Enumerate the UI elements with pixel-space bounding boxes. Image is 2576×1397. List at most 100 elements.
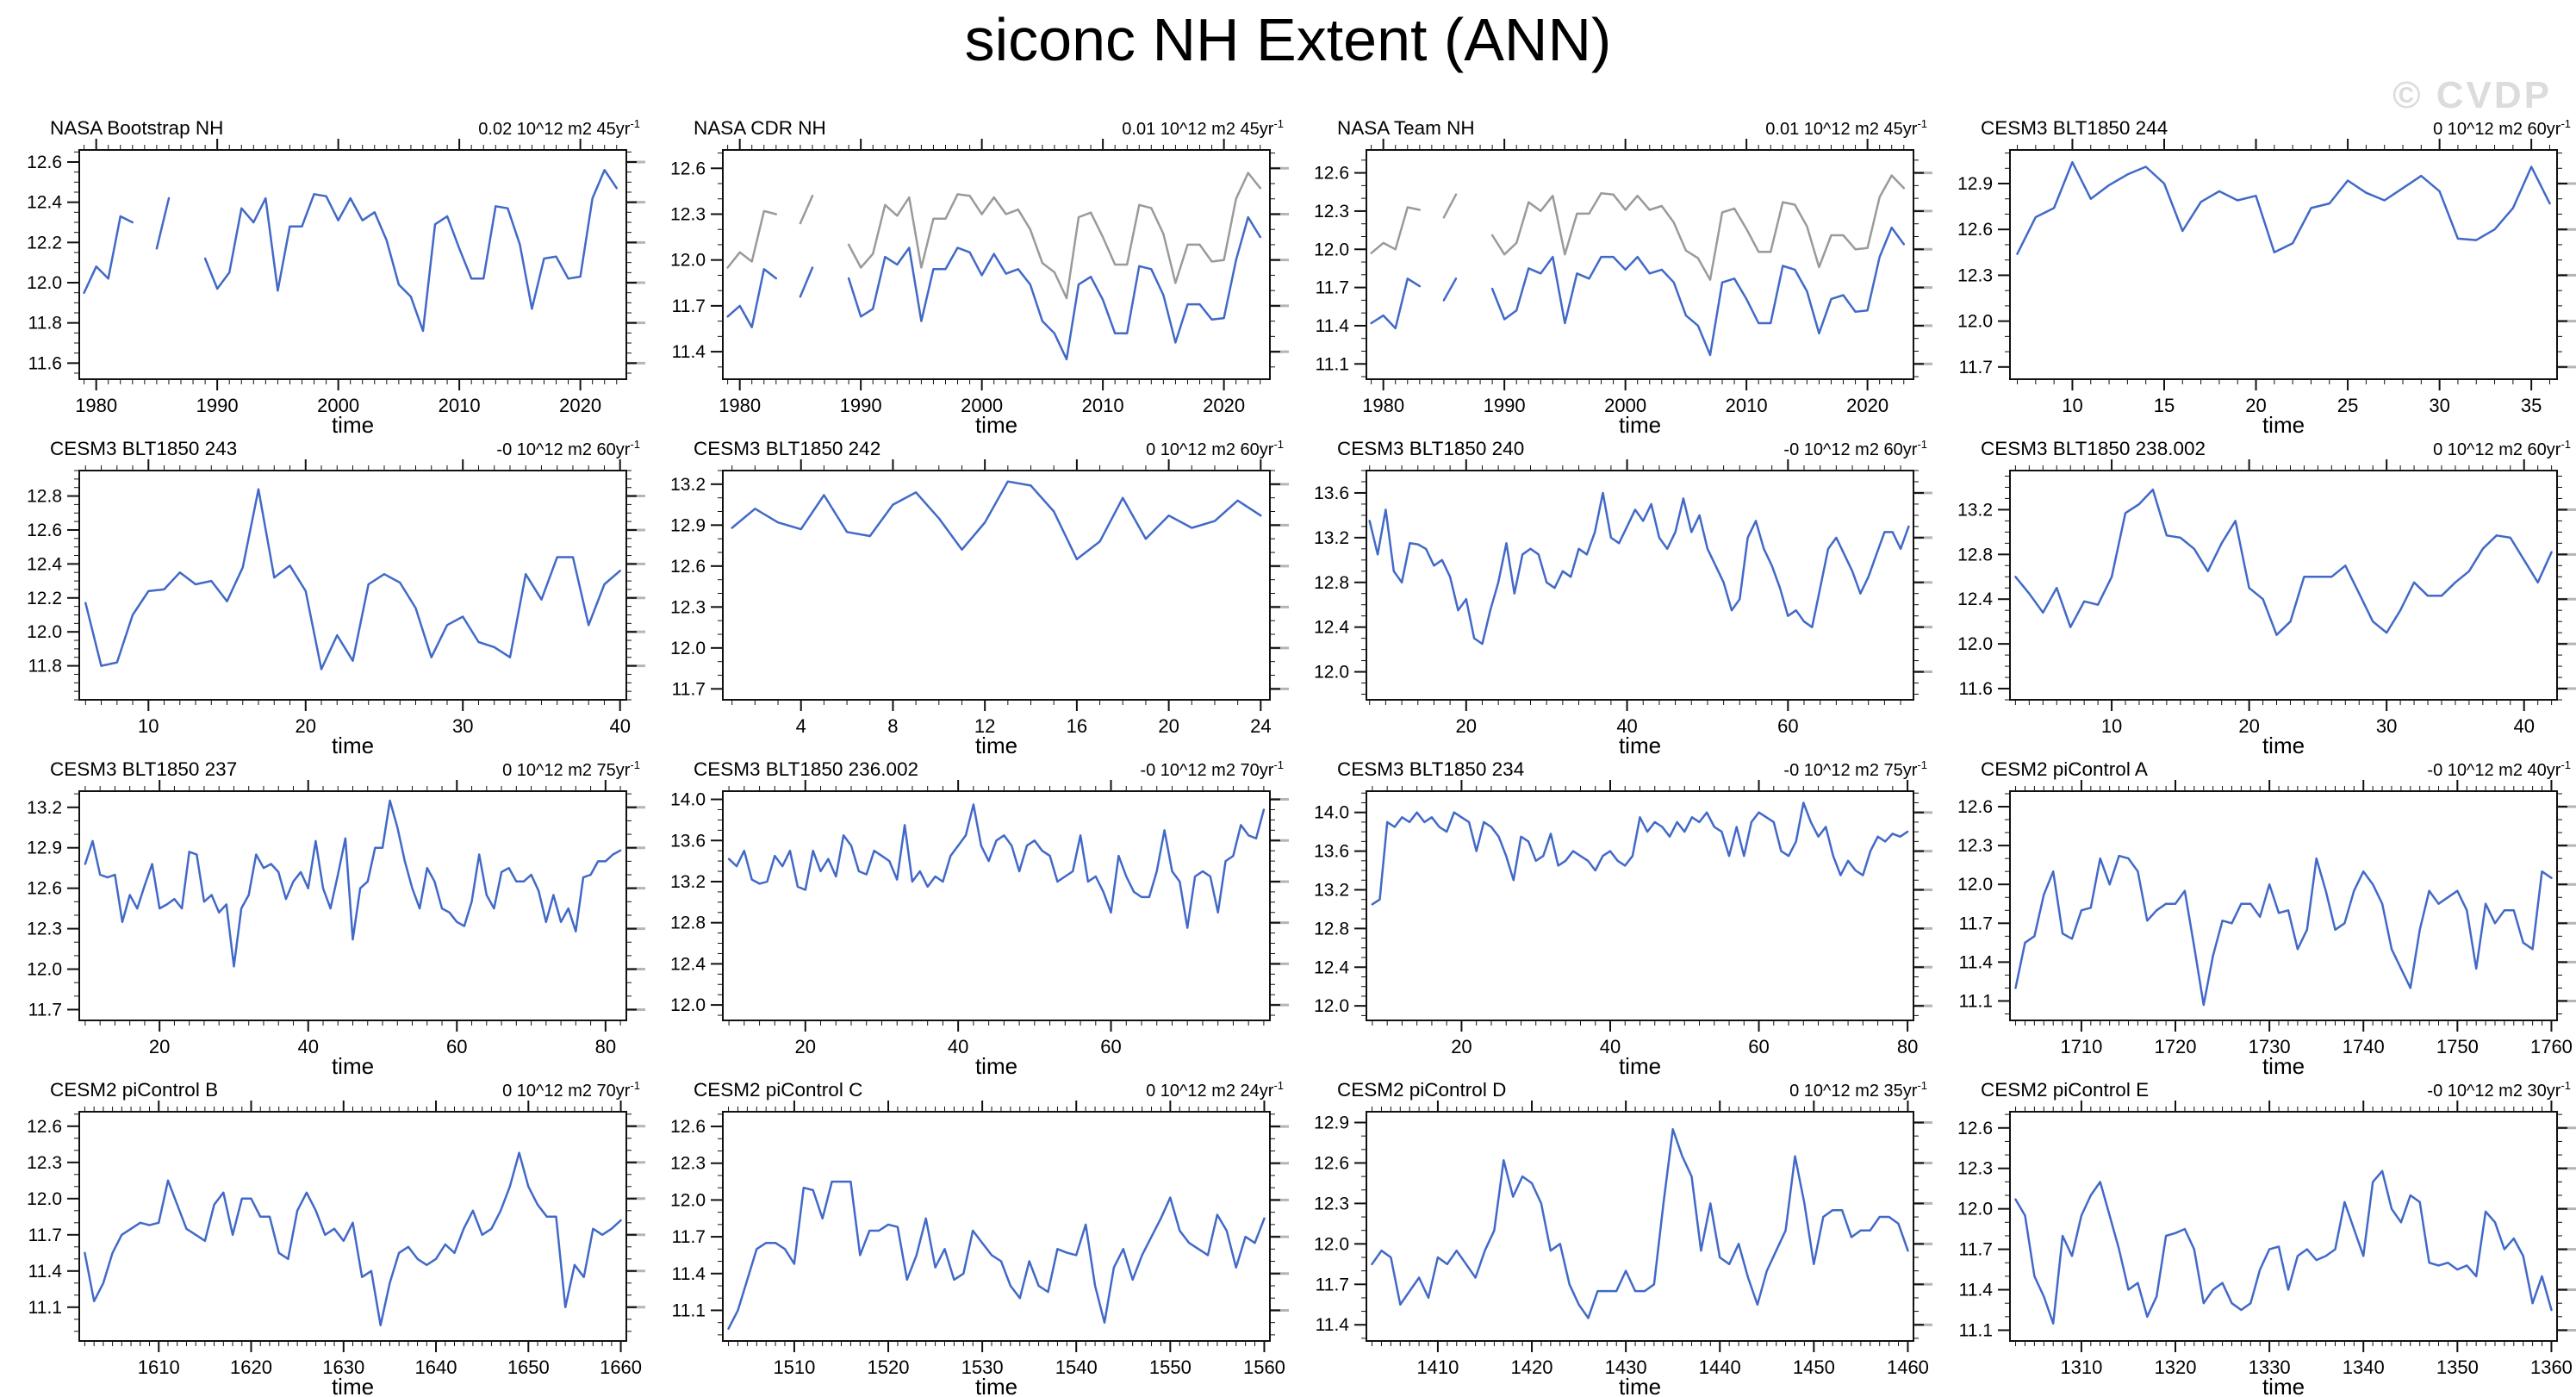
plot-frame	[722, 470, 1271, 701]
x-tick-label: 1510	[773, 1356, 815, 1378]
trend-annotation: 0 10^12 m2 75yr-1	[502, 758, 640, 780]
panel-title: NASA CDR NH	[694, 117, 826, 139]
y-tick-label: 11.7	[28, 1225, 62, 1245]
y-tick-label: 13.6	[1314, 842, 1349, 862]
y-tick-label: 12.2	[27, 589, 62, 608]
x-tick-label: 30	[2376, 715, 2397, 737]
trend-annotation: -0 10^12 m2 60yr-1	[1783, 438, 1927, 459]
x-tick-label: 1310	[2060, 1356, 2102, 1378]
x-tick-label: 1980	[75, 395, 117, 416]
x-tick-label: 1990	[840, 395, 882, 416]
plot-frame	[1366, 790, 1914, 1021]
x-tick-label: 1550	[1149, 1356, 1192, 1378]
y-tick-label: 12.8	[1314, 919, 1349, 939]
panel-title: NASA Bootstrap NH	[50, 117, 223, 139]
x-tick-label: 40	[948, 1036, 968, 1057]
axis-ticks	[67, 459, 645, 711]
y-tick-label: 11.4	[28, 1262, 63, 1282]
y-tick-label: 12.8	[1957, 545, 1993, 564]
x-tick-label: 1350	[2436, 1356, 2479, 1378]
y-tick-label: 11.7	[1959, 914, 1993, 933]
axis-ticks	[1354, 780, 1932, 1032]
panel-title: CESM2 piControl C	[694, 1079, 862, 1101]
x-axis-label: time	[975, 1374, 1017, 1397]
x-axis-label: time	[2262, 1374, 2305, 1397]
y-tick-label: 12.9	[670, 515, 706, 535]
x-tick-label: 25	[2337, 395, 2358, 416]
x-tick-label: 40	[1616, 715, 1637, 737]
trend-annotation: 0 10^12 m2 60yr-1	[2433, 438, 2571, 459]
x-tick-label: 20	[795, 1036, 816, 1057]
y-tick-label: 12.0	[670, 995, 706, 1015]
y-tick-label: 11.1	[28, 1298, 62, 1318]
y-tick-label: 12.6	[27, 153, 62, 172]
y-tick-label: 12.9	[1957, 174, 1993, 194]
panel-cesm2-picontrol-d: CESM2 piControl D 0 10^12 m2 35yr-1 1410 14…	[1314, 1079, 1932, 1397]
x-tick-label: 16	[1067, 715, 1087, 737]
y-tick-label: 12.6	[1314, 1153, 1349, 1173]
plot-frame	[1366, 470, 1914, 701]
panel-cesm3-blt1850-237: CESM3 BLT1850 237 0 10^12 m2 75yr-1 20 40 60…	[27, 758, 645, 1079]
y-tick-label: 12.0	[1957, 312, 1993, 332]
y-tick-label: 12.8	[670, 914, 706, 933]
x-tick-label: 1330	[2249, 1356, 2291, 1378]
y-tick-label: 11.1	[1959, 1320, 1993, 1340]
trend-annotation: 0 10^12 m2 24yr-1	[1146, 1079, 1284, 1101]
plot-frame	[2009, 149, 2558, 380]
trend-annotation: 0 10^12 m2 60yr-1	[1146, 438, 1284, 459]
x-tick-label: 30	[452, 715, 473, 737]
axis-ticks	[1998, 459, 2576, 711]
y-tick-label: 13.2	[27, 798, 62, 818]
y-tick-label: 12.4	[27, 193, 62, 213]
axis-ticks	[711, 1101, 1289, 1352]
x-tick-label: 20	[1451, 1036, 1472, 1057]
x-axis-label: time	[1619, 412, 1661, 438]
trend-annotation: 0.01 10^12 m2 45yr-1	[1122, 117, 1284, 139]
x-tick-label: 1980	[719, 395, 761, 416]
trend-annotation: -0 10^12 m2 75yr-1	[1783, 758, 1927, 780]
panel-cesm3-blt1850-238-002: CESM3 BLT1850 238.002 0 10^12 m2 60yr-1 10…	[1957, 438, 2576, 758]
x-tick-label: 30	[2429, 395, 2449, 416]
panel-cesm2-picontrol-e: CESM2 piControl E -0 10^12 m2 30yr-1 1310 1…	[1957, 1079, 2576, 1397]
x-axis-label: time	[975, 733, 1017, 758]
panel-cesm2-picontrol-b: CESM2 piControl B 0 10^12 m2 70yr-1 1610 16…	[27, 1079, 645, 1397]
x-tick-label: 2020	[559, 395, 601, 416]
plot-frame	[722, 149, 1271, 380]
y-tick-label: 11.1	[1959, 991, 1993, 1011]
panel-cesm3-blt1850-242: CESM3 BLT1850 242 0 10^12 m2 60yr-1 4 8 12 16…	[670, 438, 1289, 758]
x-tick-label: 10	[138, 715, 159, 737]
x-tick-label: 40	[1600, 1036, 1621, 1057]
x-tick-label: 1990	[196, 395, 239, 416]
reference-overlay-line	[726, 172, 1262, 300]
y-tick-label: 12.0	[670, 251, 706, 271]
x-tick-label: 20	[149, 1036, 170, 1057]
y-tick-label: 12.3	[1957, 836, 1993, 856]
page-title: siconc NH Extent (ANN)	[964, 6, 1612, 73]
y-tick-label: 12.4	[27, 554, 62, 574]
x-tick-label: 1530	[961, 1356, 1004, 1378]
y-tick-label: 12.4	[1314, 618, 1349, 638]
panel-cesm3-blt1850-240: CESM3 BLT1850 240 -0 10^12 m2 60yr-1 20 40 6…	[1314, 438, 1932, 758]
x-tick-label: 1620	[230, 1356, 272, 1378]
y-tick-label: 13.6	[1314, 483, 1349, 503]
axis-ticks	[1354, 1101, 1932, 1352]
x-tick-label: 2000	[317, 395, 359, 416]
x-tick-label: 60	[1748, 1036, 1769, 1057]
panel-title: CESM3 BLT1850 234	[1337, 758, 1524, 780]
x-tick-label: 1990	[1484, 395, 1526, 416]
y-tick-label: 12.0	[27, 960, 62, 980]
x-tick-label: 1740	[2343, 1036, 2385, 1057]
primary-series-line	[84, 799, 622, 968]
y-tick-label: 11.4	[1316, 316, 1350, 336]
x-tick-label: 1540	[1055, 1356, 1098, 1378]
y-tick-label: 12.6	[27, 521, 62, 540]
reference-overlay-line	[1370, 174, 1906, 281]
x-tick-label: 1650	[507, 1356, 550, 1378]
x-tick-label: 2000	[961, 395, 1003, 416]
x-tick-label: 60	[1100, 1036, 1121, 1057]
y-tick-label: 12.0	[1957, 634, 1993, 654]
y-tick-label: 13.2	[1957, 500, 1993, 520]
y-tick-label: 12.3	[670, 1154, 706, 1174]
y-tick-label: 11.4	[1959, 1281, 1994, 1300]
x-tick-label: 1560	[1243, 1356, 1285, 1378]
